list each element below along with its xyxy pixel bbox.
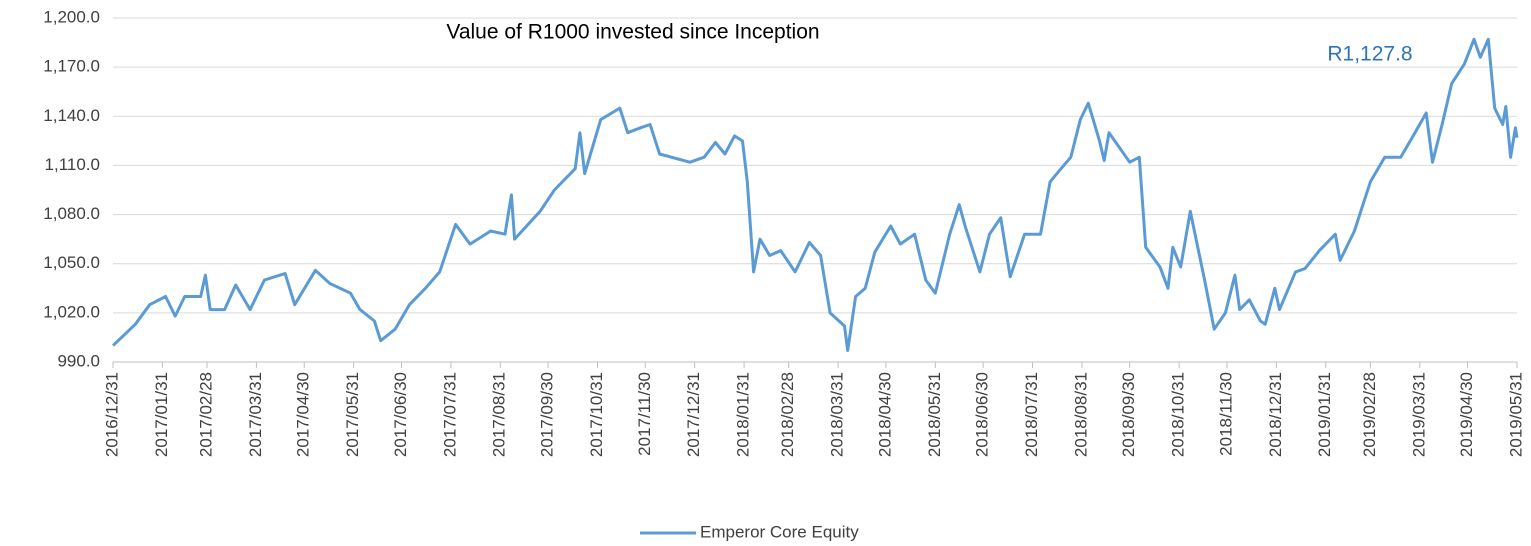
y-tick-label: 1,020.0 bbox=[43, 302, 100, 321]
y-tick-label: 1,200.0 bbox=[43, 7, 100, 26]
x-tick-label: 2019/05/31 bbox=[1506, 372, 1525, 457]
x-tick-label: 2017/03/31 bbox=[246, 372, 265, 457]
x-tick-label: 2018/12/31 bbox=[1266, 372, 1285, 457]
x-tick-label: 2018/09/30 bbox=[1119, 372, 1138, 457]
x-tick-label: 2017/02/28 bbox=[197, 372, 216, 457]
y-tick-label: 1,110.0 bbox=[45, 155, 100, 174]
x-tick-label: 2018/03/31 bbox=[828, 372, 847, 457]
chart-title: Value of R1000 invested since Inception bbox=[446, 21, 819, 44]
legend-label: Emperor Core Equity bbox=[700, 522, 859, 541]
series-line bbox=[111, 37, 1519, 352]
x-tick-label: 2018/06/30 bbox=[973, 372, 992, 457]
x-tick-label: 2017/08/31 bbox=[490, 372, 509, 457]
x-tick-label: 2018/04/30 bbox=[875, 372, 894, 457]
x-tick-label: 2017/06/30 bbox=[391, 372, 410, 457]
y-tick-label: 1,050.0 bbox=[43, 253, 100, 272]
x-tick-label: 2019/03/31 bbox=[1409, 372, 1428, 457]
x-tick-label: 2017/09/30 bbox=[538, 372, 557, 457]
x-tick-label: 2017/10/31 bbox=[587, 372, 606, 457]
x-tick-label: 2019/04/30 bbox=[1457, 372, 1476, 457]
y-tick-label: 990.0 bbox=[57, 351, 100, 370]
x-tick-label: 2018/05/31 bbox=[925, 372, 944, 457]
x-tick-label: 2017/07/31 bbox=[440, 372, 459, 457]
x-tick-label: 2016/12/31 bbox=[102, 372, 121, 457]
y-tick-label: 1,140.0 bbox=[43, 106, 100, 125]
x-tick-label: 2018/10/31 bbox=[1169, 372, 1188, 457]
y-tick-label: 1,080.0 bbox=[43, 204, 100, 223]
x-tick-label: 2019/02/28 bbox=[1360, 372, 1379, 457]
x-tick-label: 2018/07/31 bbox=[1022, 372, 1041, 457]
x-tick-label: 2017/11/30 bbox=[635, 372, 654, 456]
x-tick-label: 2018/11/30 bbox=[1216, 372, 1235, 456]
x-tick-label: 2018/08/31 bbox=[1071, 372, 1090, 457]
x-tick-label: 2017/01/31 bbox=[152, 372, 171, 457]
annotation: R1,127.8 bbox=[1327, 43, 1412, 66]
x-tick-label: 2017/05/31 bbox=[343, 372, 362, 457]
x-tick-label: 2017/12/31 bbox=[684, 372, 703, 457]
x-tick-label: 2018/01/31 bbox=[734, 372, 753, 457]
y-tick-label: 1,170.0 bbox=[43, 57, 100, 76]
x-tick-label: 2018/02/28 bbox=[778, 372, 797, 457]
x-tick-label: 2017/04/30 bbox=[294, 372, 313, 457]
x-tick-label: 2019/01/31 bbox=[1315, 372, 1334, 457]
